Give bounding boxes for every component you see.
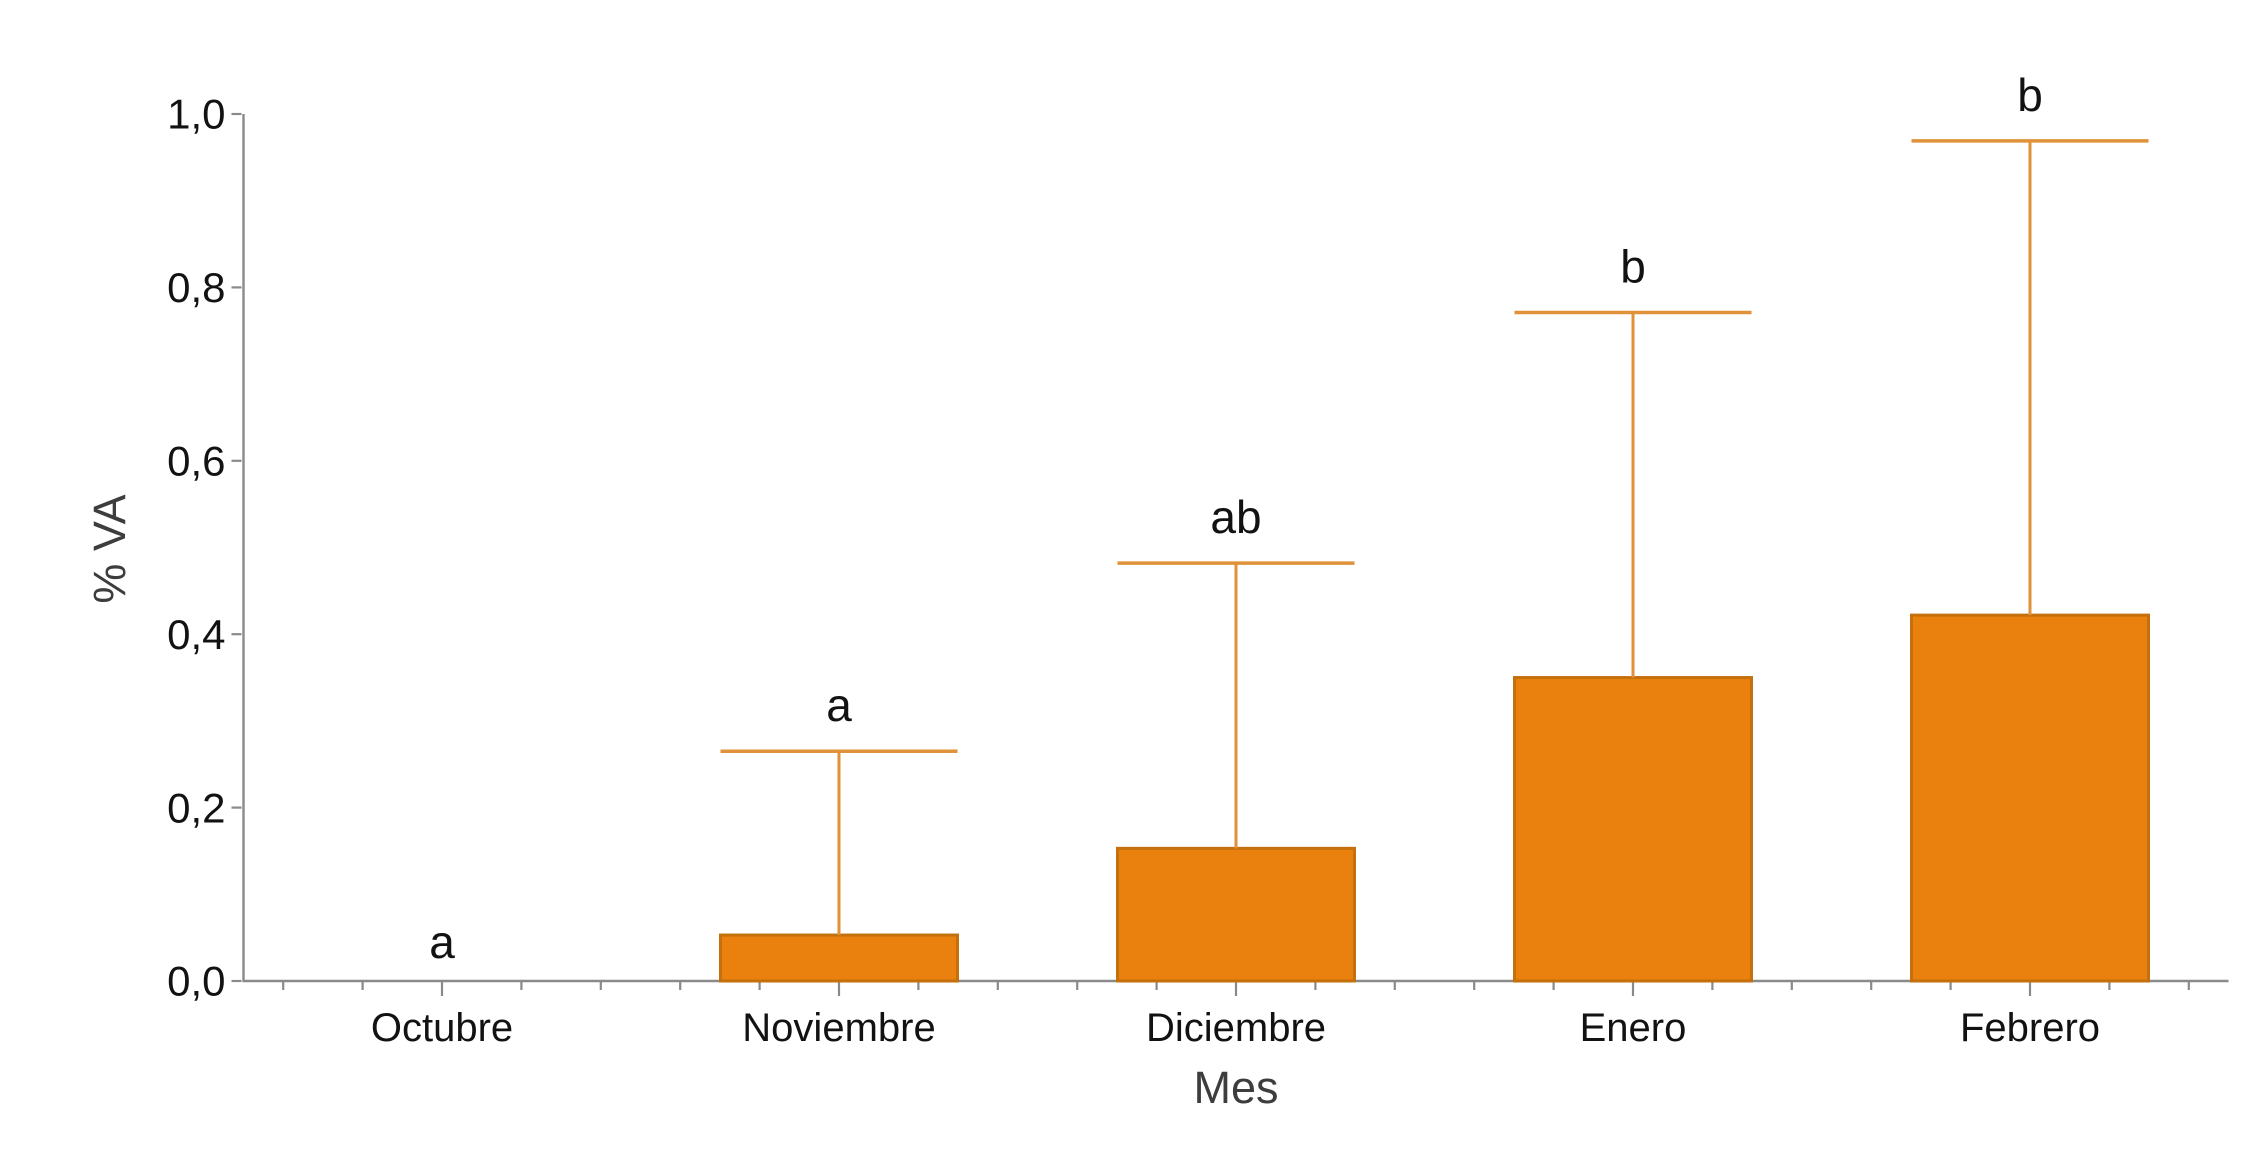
x-tick-label-febrero: Febrero	[1960, 1006, 2100, 1050]
y-tick-label: 0,4	[167, 611, 225, 658]
y-tick-label: 0,0	[167, 958, 225, 1005]
y-tick-label: 0,2	[167, 784, 225, 831]
bar-chart-svg: 0,0 0,2 0,4 0,6 0,8 1,0 a Octubre a Noviembre ab Di…	[40, 16, 2245, 1158]
bar-diciembre	[1116, 846, 1356, 983]
sig-letter-enero: b	[1620, 241, 1646, 293]
bar-enero	[1513, 676, 1753, 983]
y-axis-title: % VA	[84, 494, 135, 603]
sig-letter-febrero: b	[2017, 69, 2043, 121]
x-tick-label-diciembre: Diciembre	[1146, 1006, 1326, 1050]
y-tick-label: 0,6	[167, 438, 225, 485]
bar-febrero	[1910, 613, 2150, 983]
sig-letter-noviembre: a	[826, 679, 852, 731]
chart-container: 0,0 0,2 0,4 0,6 0,8 1,0 a Octubre a Noviembre ab Di…	[40, 16, 2245, 1158]
chart-background	[40, 16, 2245, 1158]
sig-letter-diciembre: ab	[1210, 491, 1261, 543]
sig-letter-octubre: a	[429, 916, 455, 968]
bar-noviembre	[719, 933, 959, 983]
y-tick-label: 0,8	[167, 264, 225, 311]
x-tick-label-enero: Enero	[1580, 1006, 1687, 1050]
y-tick-label: 1,0	[167, 91, 225, 138]
x-tick-label-noviembre: Noviembre	[742, 1006, 935, 1050]
x-tick-label-octubre: Octubre	[371, 1006, 513, 1050]
x-axis-title: Mes	[1193, 1062, 1278, 1113]
